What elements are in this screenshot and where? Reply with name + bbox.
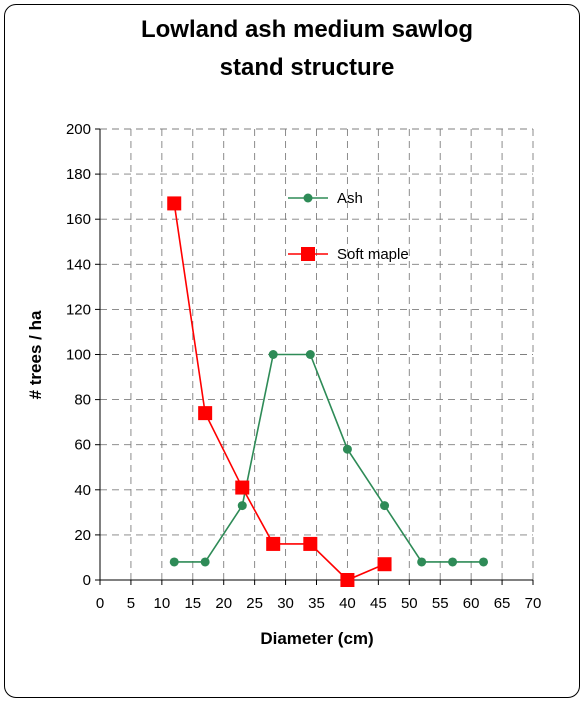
gridlines: [100, 128, 534, 580]
data-point-soft-maple: [167, 196, 182, 211]
data-point-soft-maple: [198, 406, 213, 421]
x-tick-label: 10: [154, 595, 171, 612]
x-tick-label: 30: [277, 595, 294, 612]
data-point-ash: [268, 350, 278, 359]
legend-ash-marker: [303, 193, 313, 203]
data-point-ash: [169, 557, 179, 567]
x-tick-label: 55: [432, 595, 449, 612]
x-tick-label: 35: [308, 595, 325, 612]
chart-title-line-2: stand structure: [220, 54, 395, 81]
data-point-ash: [237, 501, 247, 511]
chart-title-line-1: Lowland ash medium sawlog: [141, 16, 473, 43]
y-tick-labels: 0 20 40 60 80 100 120 140 160 180 200: [66, 121, 91, 589]
data-point-soft-maple: [303, 536, 318, 551]
x-tick-label: 70: [525, 595, 542, 612]
x-tick-label: 60: [463, 595, 480, 612]
axes: [95, 128, 534, 585]
legend-ash-label: Ash: [337, 190, 363, 207]
x-axis-title: Diameter (cm): [260, 629, 373, 648]
y-tick-label: 60: [74, 437, 91, 454]
data-point-ash: [417, 557, 427, 567]
data-point-soft-maple: [377, 557, 392, 572]
y-tick-label: 40: [74, 482, 91, 499]
legend-soft-maple-label: Soft maple: [337, 246, 409, 263]
y-tick-label: 80: [74, 392, 91, 409]
data-point-soft-maple: [266, 536, 281, 551]
y-tick-label: 120: [66, 301, 91, 318]
data-point-ash: [479, 557, 489, 567]
data-point-ash: [380, 501, 390, 511]
y-tick-label: 20: [74, 527, 91, 544]
x-tick-label: 50: [401, 595, 418, 612]
y-tick-label: 160: [66, 211, 91, 228]
series: [167, 196, 489, 587]
data-point-soft-maple: [340, 573, 355, 587]
data-point-ash: [342, 444, 352, 454]
data-point-soft-maple: [235, 480, 250, 495]
data-point-ash: [200, 557, 210, 567]
x-tick-label: 40: [339, 595, 356, 612]
y-tick-label: 200: [66, 121, 91, 138]
x-tick-label: 45: [370, 595, 387, 612]
x-tick-label: 15: [184, 595, 201, 612]
x-tick-labels: 0 5 10 15 20 25 30 35 40 45 50 55 60 65 70: [96, 595, 542, 612]
data-point-ash: [448, 557, 458, 567]
data-point-ash: [305, 350, 315, 359]
x-tick-label: 0: [96, 595, 104, 612]
legend-soft-maple-marker: [301, 247, 315, 261]
x-tick-label: 25: [246, 595, 263, 612]
series-line-ash: [174, 353, 484, 563]
y-tick-label: 100: [66, 347, 91, 364]
y-tick-label: 180: [66, 166, 91, 183]
y-tick-label: 0: [83, 572, 91, 589]
x-tick-label: 5: [127, 595, 135, 612]
y-tick-label: 140: [66, 256, 91, 273]
y-axis-title: # trees / ha: [26, 310, 45, 399]
legend: Ash Soft maple: [288, 190, 409, 263]
x-tick-label: 65: [494, 595, 511, 612]
x-tick-label: 20: [215, 595, 232, 612]
